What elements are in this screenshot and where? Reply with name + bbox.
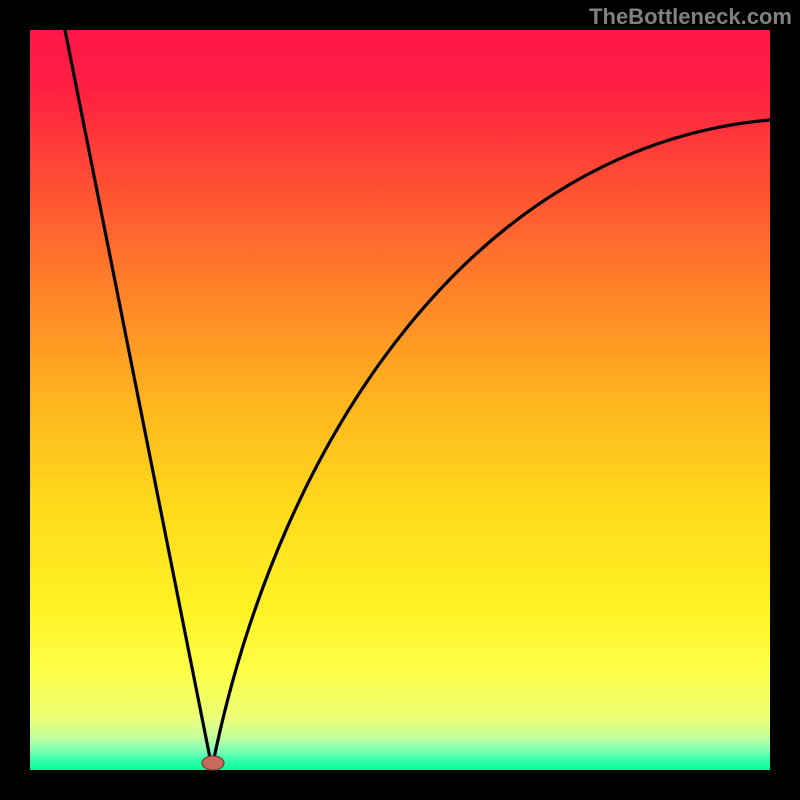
bottleneck-chart [0,0,800,800]
plot-area [30,30,770,770]
watermark-text: TheBottleneck.com [589,4,792,30]
minimum-marker [202,756,224,770]
chart-container: TheBottleneck.com [0,0,800,800]
